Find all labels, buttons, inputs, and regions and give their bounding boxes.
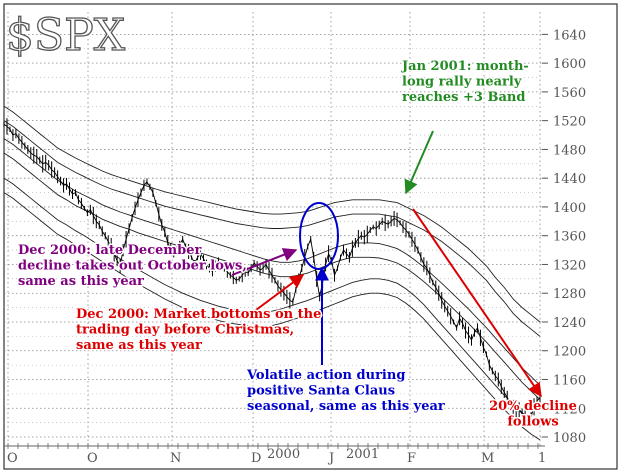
band-line xyxy=(3,192,541,441)
x-month-label: O xyxy=(7,451,18,466)
annotation-line: decline takes out October lows, xyxy=(18,259,247,274)
annotation-line: Dec 2000: Market bottoms on the xyxy=(76,307,321,322)
x-month-label: M xyxy=(481,451,494,466)
x-year-label: 2000 xyxy=(267,447,300,462)
x-year-label: 2001 xyxy=(346,447,379,462)
annotation-line: reaches +3 Band xyxy=(402,90,525,105)
annotation-line: Dec 2000: late December xyxy=(18,243,202,258)
x-month-label: 1 xyxy=(538,451,546,466)
annotation-line: Jan 2001: month- xyxy=(401,59,529,74)
y-tick-label: 1560 xyxy=(553,86,586,101)
y-tick-label: 1240 xyxy=(553,316,586,331)
arrow-dec-lows xyxy=(231,248,298,276)
annotation-line: same as this year xyxy=(76,338,202,353)
band-line xyxy=(3,105,541,323)
y-tick-label: 1280 xyxy=(553,287,586,302)
band-line xyxy=(3,177,541,426)
y-axis: 1640 1600 1560 1520 1480 1440 1400 1360 1320 1280… xyxy=(542,28,586,446)
arrow-jan2001 xyxy=(404,130,434,195)
x-month-label: N xyxy=(170,451,181,466)
x-month-label: F xyxy=(407,451,416,466)
x-axis: O O N D J F M 1 2000 2001 xyxy=(4,443,546,466)
annotation-line: long rally nearly xyxy=(402,75,522,90)
y-tick-label: 1640 xyxy=(553,28,586,43)
annotation-line: seasonal, same as this year xyxy=(247,399,445,414)
y-tick-label: 1480 xyxy=(553,143,586,158)
band-line xyxy=(3,138,541,386)
price-series xyxy=(3,118,541,427)
x-month-label: O xyxy=(87,451,98,466)
annotation-line: 20% decline xyxy=(489,399,577,414)
x-month-label: D xyxy=(251,451,261,466)
arrow-decline xyxy=(412,208,542,398)
annotation-line: positive Santa Claus xyxy=(247,384,395,399)
y-tick-label: 1400 xyxy=(553,201,586,216)
annotation-line: same as this year xyxy=(18,274,144,289)
y-tick-label: 1200 xyxy=(553,345,586,360)
annotation-jan2001: Jan 2001: month-long rally nearlyreaches… xyxy=(400,58,531,107)
y-tick-label: 1440 xyxy=(553,172,586,187)
y-tick-label: 1080 xyxy=(553,431,586,446)
annotation-arrows xyxy=(231,130,542,398)
band-line xyxy=(3,120,541,337)
grid xyxy=(4,12,548,448)
annotation-line: Volatile action during xyxy=(246,368,405,383)
arrow-dec-bottom xyxy=(255,274,305,311)
y-tick-label: 1160 xyxy=(553,374,586,389)
x-month-label: J xyxy=(327,451,334,466)
y-tick-label: 1320 xyxy=(553,258,586,273)
y-tick-label: 1600 xyxy=(553,57,586,72)
y-tick-label: 1520 xyxy=(553,115,586,130)
annotations: Jan 2001: month-long rally nearlyreaches… xyxy=(17,58,579,432)
annotation-line: trading day before Christmas, xyxy=(76,323,294,338)
y-tick-label: 1120 xyxy=(553,402,586,417)
y-tick-label: 1360 xyxy=(553,230,586,245)
chart-title: $SPX xyxy=(6,10,126,61)
price-line xyxy=(3,123,541,424)
annotation-line: follows xyxy=(507,415,558,430)
